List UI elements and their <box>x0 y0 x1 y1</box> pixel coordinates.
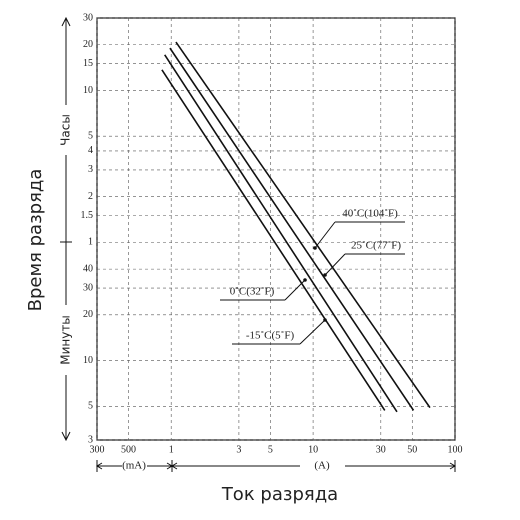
x-tick-label: 500 <box>121 444 136 455</box>
x-tick-label: 10 <box>308 444 318 455</box>
leader-arrow <box>323 318 327 322</box>
y-tick-label: 20 <box>83 309 93 320</box>
x-tick-label: 300 <box>90 444 105 455</box>
plot-frame <box>96 17 456 441</box>
x-tick-label: 5 <box>268 444 273 455</box>
legend-label: 40˚C(104˚F) <box>342 208 398 220</box>
leader-arrow <box>303 278 307 282</box>
x-range-arrows <box>96 460 456 472</box>
y-tick-label: 1 <box>88 237 93 248</box>
series-line <box>169 47 415 411</box>
legend-label: -15˚C(5˚F) <box>246 330 295 342</box>
minutes-label: Минуты <box>59 315 73 365</box>
y-tick-label: 5 <box>88 130 93 141</box>
leader-line <box>232 319 326 345</box>
x-tick-label: 30 <box>376 444 386 455</box>
leader-line <box>220 279 306 301</box>
y-tick-label: 20 <box>83 39 93 50</box>
legend-label: 0˚C(32˚F) <box>230 286 275 298</box>
leader-arrow <box>323 273 327 277</box>
hours-label: Часы <box>59 114 73 146</box>
x-tick-label: 50 <box>407 444 417 455</box>
leader-arrow <box>313 246 317 250</box>
y-tick-label: 3 <box>88 434 93 445</box>
y-tick-label: 30 <box>83 12 93 23</box>
y-tick-label: 5 <box>88 401 93 412</box>
y-tick-label: 2 <box>88 191 93 202</box>
label-bg <box>58 305 74 375</box>
x-axis-title: Ток разряда <box>221 484 338 505</box>
leader-line <box>314 221 405 249</box>
y-tick-label: 10 <box>83 355 93 366</box>
x-tick-label: 1 <box>169 444 174 455</box>
y-tick-label: 4 <box>88 145 93 156</box>
series-line <box>175 41 431 409</box>
y-tick-label: 10 <box>83 85 93 96</box>
legend-label: 25˚C(77˚F) <box>351 240 401 252</box>
y-axis-title: Время разряда <box>25 169 46 312</box>
y-tick-label: 15 <box>83 58 93 69</box>
series-line <box>161 69 386 411</box>
x-tick-label: 100 <box>448 444 463 455</box>
x-unit-left: (mA) <box>122 460 146 472</box>
x-unit-right: (A) <box>314 460 330 472</box>
y-tick-label: 40 <box>83 263 93 274</box>
y-range-arrows <box>60 16 72 442</box>
series-line <box>164 54 398 413</box>
leader-line <box>324 253 405 276</box>
y-tick-label: 30 <box>83 282 93 293</box>
label-bg <box>58 105 74 155</box>
x-tick-label: 3 <box>236 444 241 455</box>
y-tick-label: 1.5 <box>81 210 94 221</box>
y-tick-label: 3 <box>88 164 93 175</box>
